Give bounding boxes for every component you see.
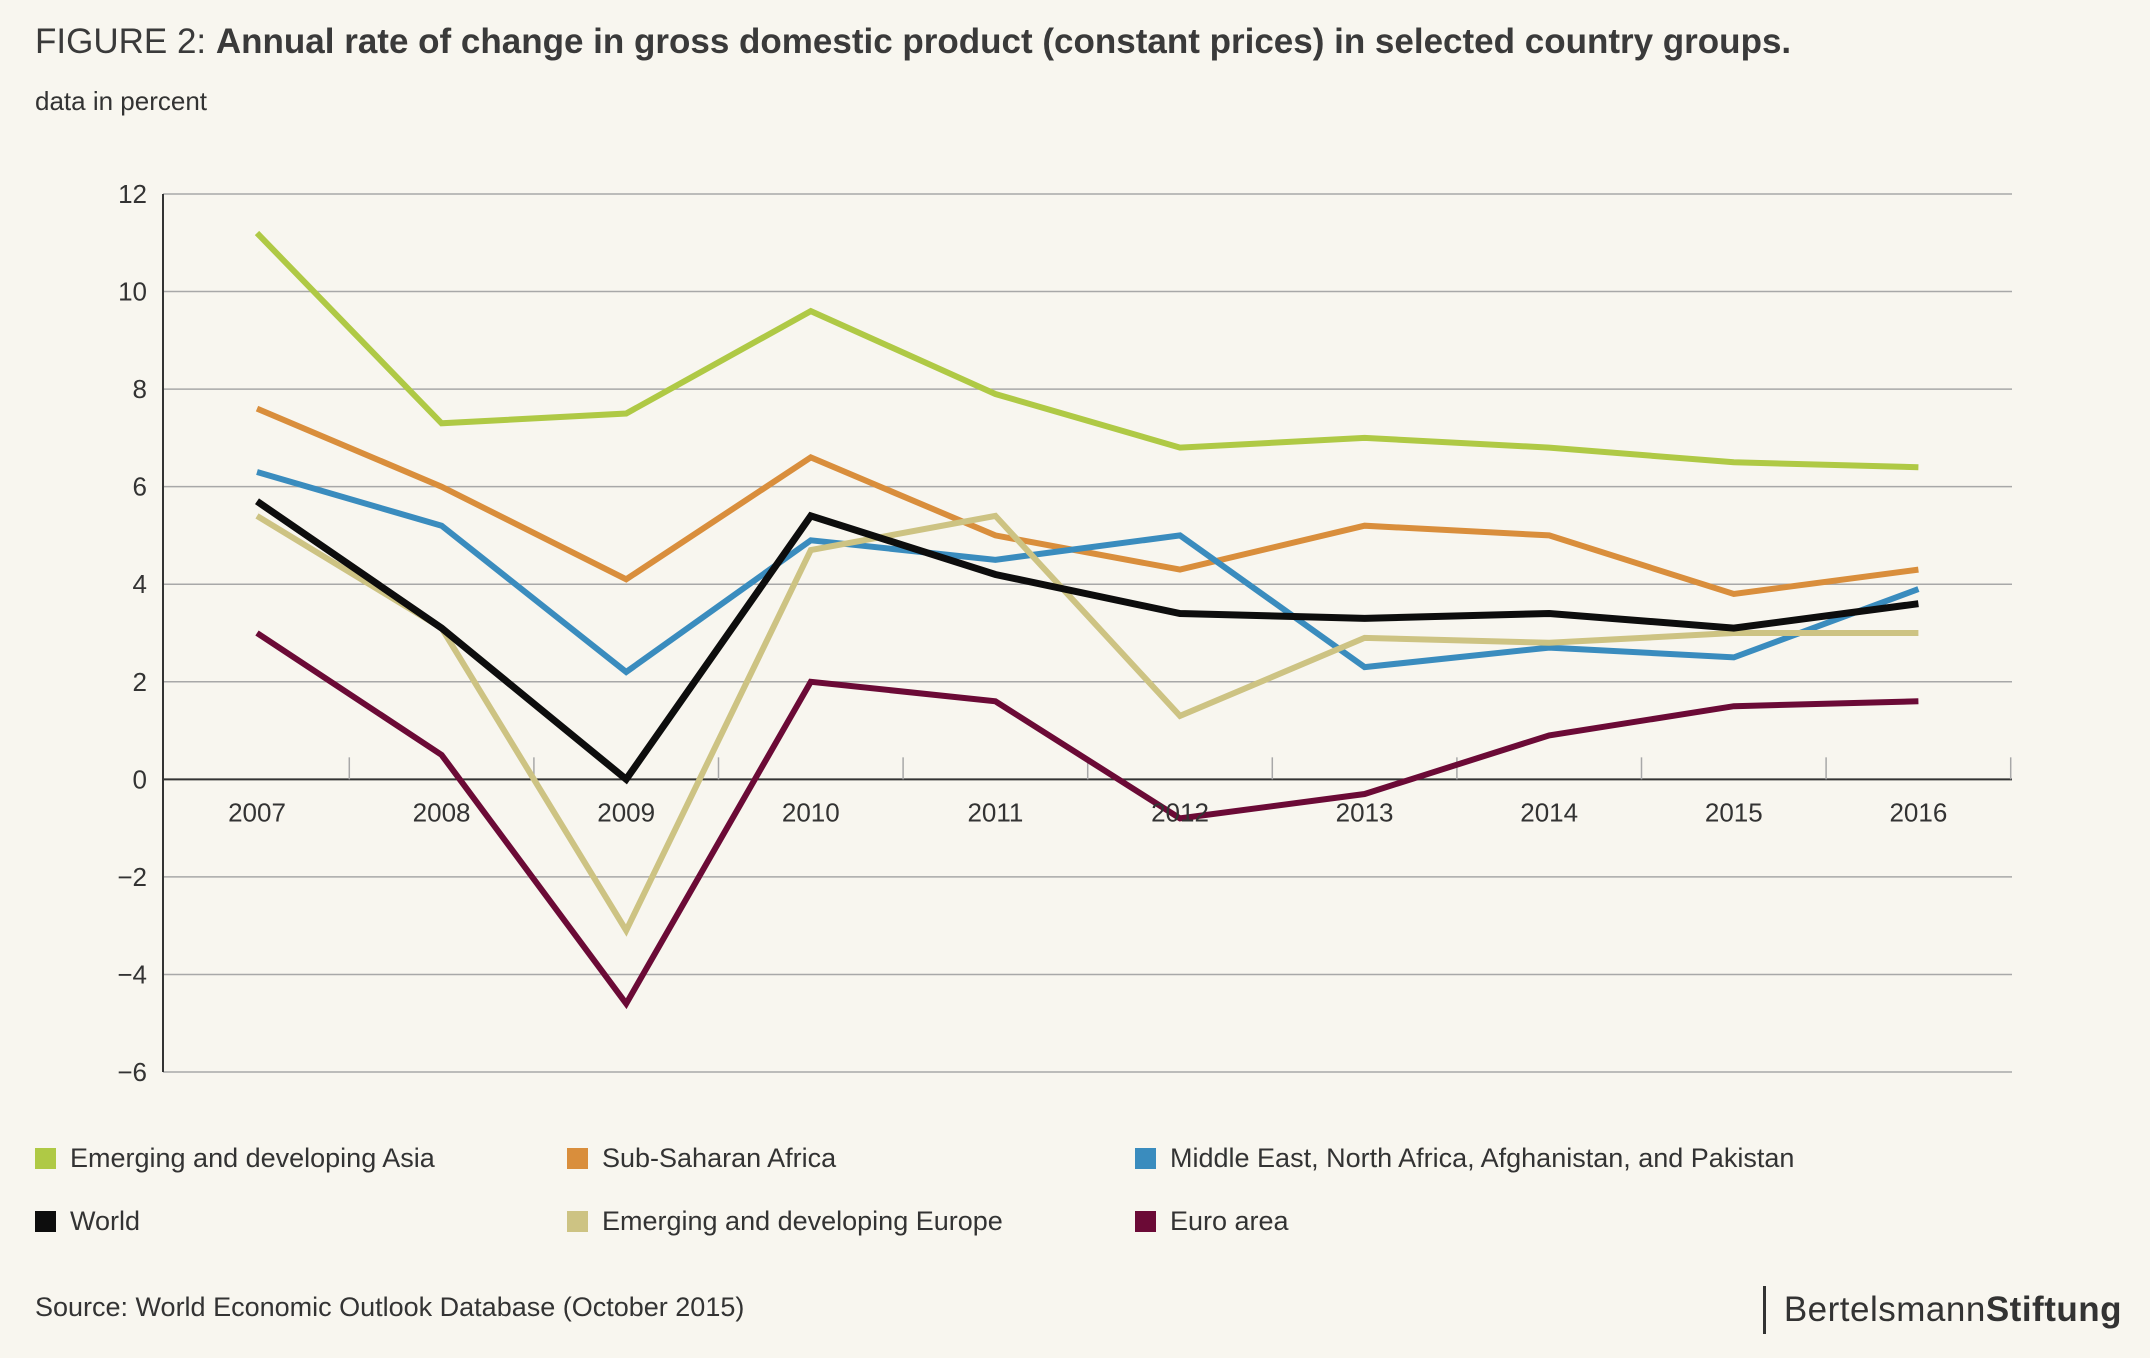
x-tick-label: 2011 xyxy=(967,797,1023,827)
logo-divider xyxy=(1762,1286,1766,1334)
logo-text-regular: Bertelsmann xyxy=(1783,1290,1986,1329)
series-lines xyxy=(254,230,1920,1010)
chart-legend: Emerging and developing Asia Sub-Saharan… xyxy=(35,1140,2035,1290)
y-tick-label: −2 xyxy=(117,862,147,892)
legend-swatch xyxy=(35,1210,56,1232)
x-tick-label: 2009 xyxy=(597,797,655,827)
tick-labels: 12 10 8 6 4 2 0 −2 −4 −6 2007 2008 2009 2010 2011 2012 2… xyxy=(117,179,1947,1087)
y-tick-label: −4 xyxy=(117,959,147,989)
legend-item-mena: Middle East, North Africa, Afghanistan, … xyxy=(1135,1140,1794,1176)
series-line-middle-east-north-africa-afghanistan-and-pakistan xyxy=(256,469,1920,676)
chart-title: FIGURE 2: Annual rate of change in gross… xyxy=(35,22,1791,62)
legend-item-emerging-europe: Emerging and developing Europe xyxy=(567,1203,1003,1239)
legend-label: Sub-Saharan Africa xyxy=(602,1142,837,1173)
y-tick-label: 4 xyxy=(133,569,147,599)
legend-swatch xyxy=(1135,1147,1156,1169)
source-note: Source: World Economic Outlook Database … xyxy=(35,1292,745,1322)
legend-swatch xyxy=(567,1210,588,1232)
legend-item-sub-saharan-africa: Sub-Saharan Africa xyxy=(567,1140,836,1176)
legend-swatch xyxy=(1135,1210,1156,1232)
y-tick-label: 12 xyxy=(118,179,147,209)
legend-item-euro-area: Euro area xyxy=(1135,1203,1289,1239)
x-tick-label: 2013 xyxy=(1336,797,1394,827)
line-chart: 12 10 8 6 4 2 0 −2 −4 −6 2007 2008 2009 2010 2011 2012 2… xyxy=(117,179,2012,1087)
legend-item-world: World xyxy=(35,1203,140,1239)
legend-label: Emerging and developing Asia xyxy=(70,1142,435,1173)
x-tick-label: 2008 xyxy=(413,797,471,827)
legend-item-asia: Emerging and developing Asia xyxy=(35,1140,435,1176)
legend-label: Middle East, North Africa, Afghanistan, … xyxy=(1170,1142,1795,1173)
y-tick-label: 2 xyxy=(133,667,147,697)
x-tick-label: 2012 xyxy=(1151,797,1209,827)
legend-label: World xyxy=(70,1205,141,1236)
series-line-euro-area xyxy=(255,630,1919,1010)
x-tick-label: 2016 xyxy=(1889,797,1947,827)
legend-swatch xyxy=(35,1147,56,1169)
x-tick-label: 2010 xyxy=(782,797,840,827)
logo-wordmark: BertelsmannStiftung xyxy=(1784,1290,2122,1330)
figure-title: Annual rate of change in gross domestic … xyxy=(215,22,1792,61)
bertelsmann-stiftung-logo: BertelsmannStiftung xyxy=(1762,1286,2122,1334)
series-line-emerging-and-developing-europe xyxy=(255,512,1919,937)
y-tick-label: 0 xyxy=(133,764,147,794)
x-tick-label: 2014 xyxy=(1520,797,1578,827)
logo-text-bold: Stiftung xyxy=(1985,1290,2122,1329)
x-tick-label: 2015 xyxy=(1705,797,1763,827)
legend-swatch xyxy=(567,1147,588,1169)
series-line-emerging-and-developing-asia xyxy=(254,230,1919,471)
figure-label: FIGURE 2: xyxy=(35,22,216,61)
series-line-world xyxy=(255,498,1919,785)
y-tick-label: −6 xyxy=(117,1057,147,1087)
x-tick-label: 2007 xyxy=(228,797,286,827)
y-tick-label: 6 xyxy=(133,472,147,502)
legend-label: Euro area xyxy=(1170,1205,1289,1236)
y-tick-label: 8 xyxy=(133,374,147,404)
legend-label: Emerging and developing Europe xyxy=(602,1205,1003,1236)
chart-subtitle: data in percent xyxy=(35,86,208,116)
y-tick-label: 10 xyxy=(118,277,147,307)
series-line-sub-saharan-africa xyxy=(255,405,1919,598)
